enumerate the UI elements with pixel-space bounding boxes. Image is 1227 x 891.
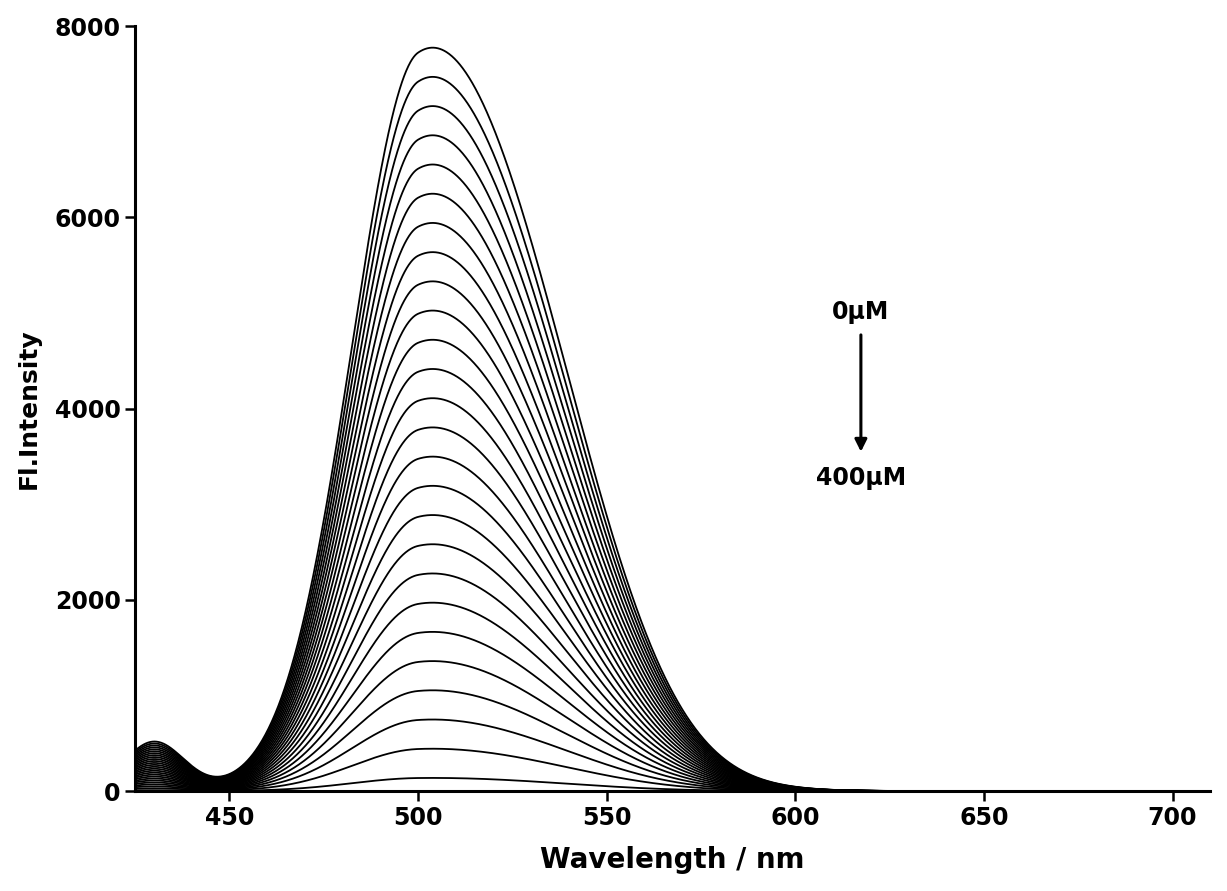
Text: 400μM: 400μM — [816, 466, 906, 490]
Text: 0μM: 0μM — [832, 300, 890, 324]
Y-axis label: Fl.Intensity: Fl.Intensity — [17, 328, 40, 489]
X-axis label: Wavelength / nm: Wavelength / nm — [540, 846, 805, 874]
